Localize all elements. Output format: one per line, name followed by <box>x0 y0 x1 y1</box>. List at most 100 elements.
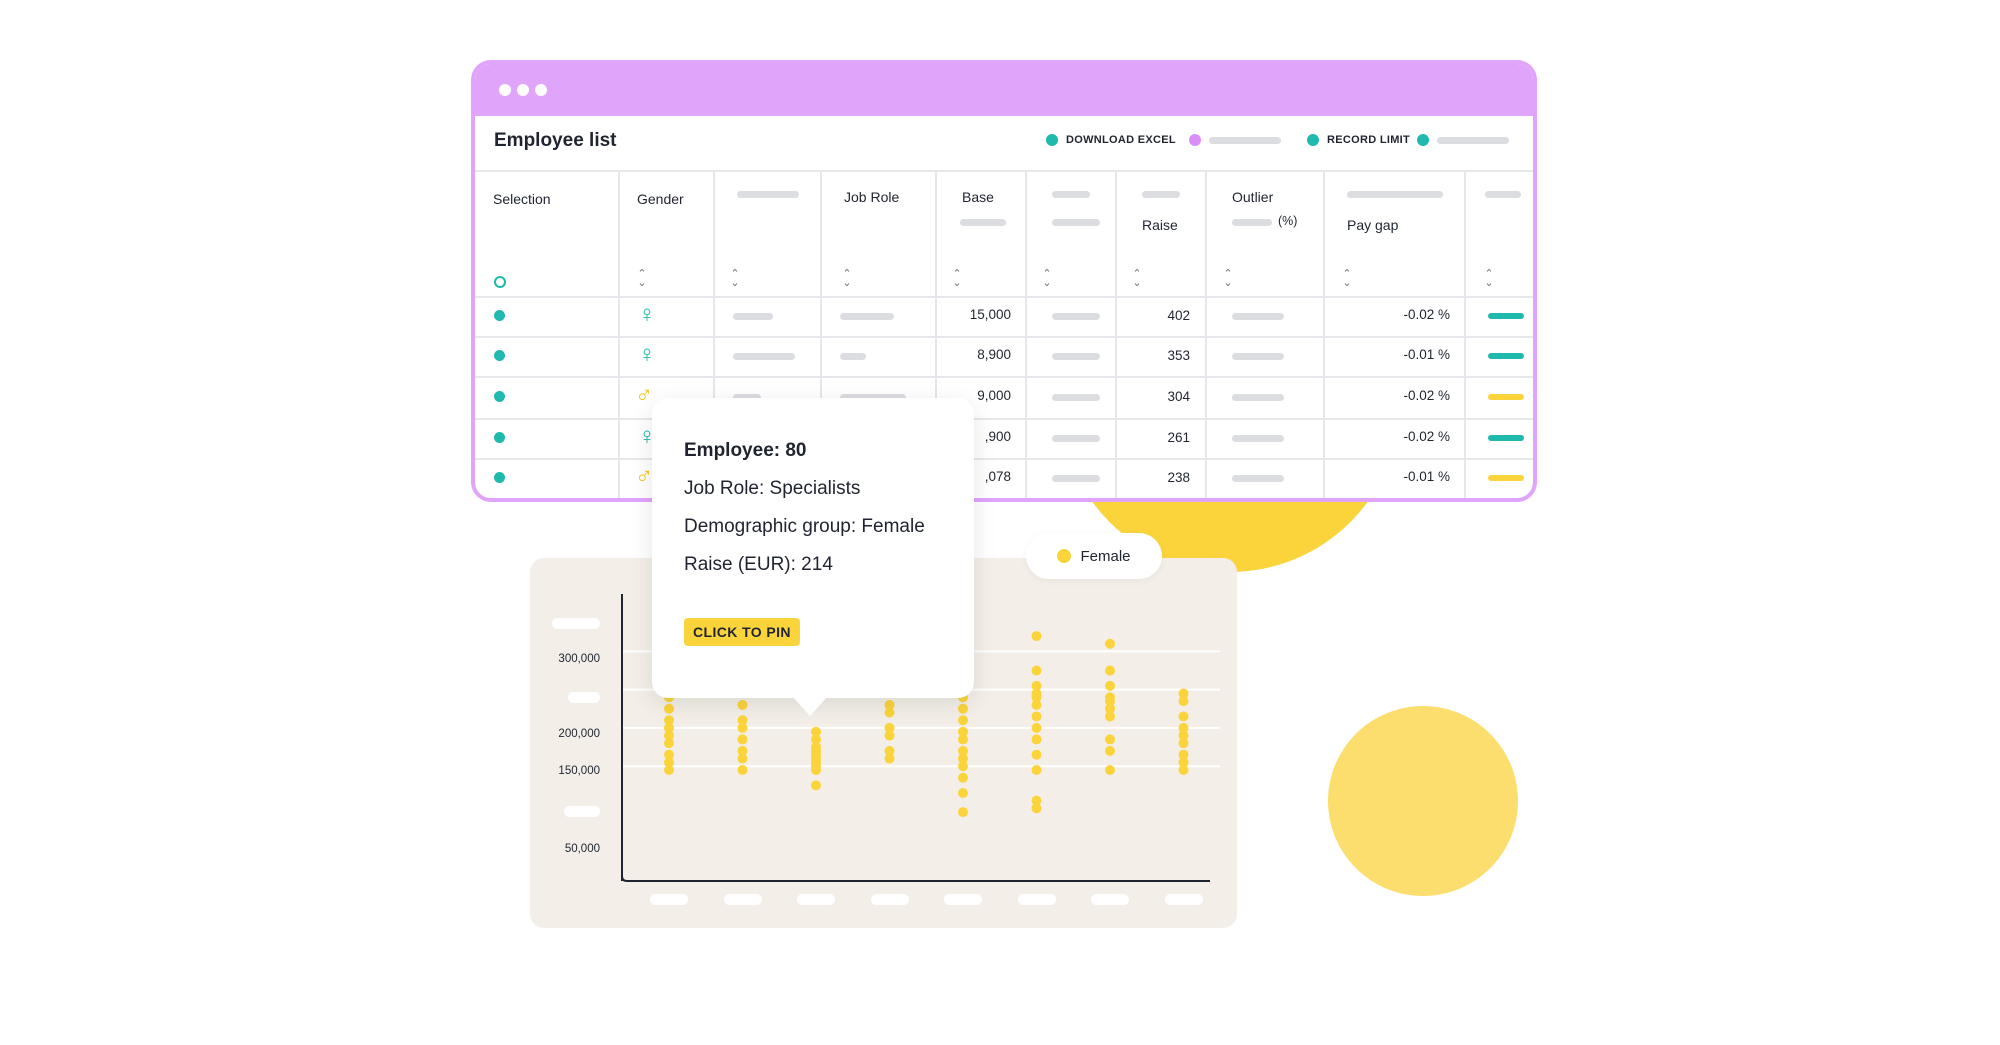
data-point[interactable] <box>1178 711 1189 722</box>
data-point[interactable] <box>1031 765 1042 776</box>
data-point[interactable] <box>664 722 674 733</box>
cell-raise: 304 <box>1167 389 1190 404</box>
data-point[interactable] <box>664 703 674 714</box>
data-point[interactable] <box>958 734 968 745</box>
row-select-radio[interactable] <box>494 472 505 483</box>
data-point[interactable] <box>664 738 674 749</box>
sort-icon[interactable]: ⌃ ⌄ <box>1042 268 1052 289</box>
data-point[interactable] <box>737 699 748 710</box>
sort-icon[interactable]: ⌃ ⌄ <box>842 268 852 289</box>
data-point[interactable] <box>1105 703 1115 714</box>
column-header-gender[interactable]: Gender <box>637 191 684 207</box>
window-dot[interactable] <box>535 84 547 96</box>
row-select-radio[interactable] <box>494 391 505 402</box>
column-header-raise[interactable]: Raise <box>1142 217 1178 233</box>
data-point[interactable] <box>811 742 821 753</box>
data-point[interactable] <box>958 753 968 764</box>
data-point[interactable] <box>1105 745 1115 756</box>
cell-base: 8,900 <box>977 347 1011 362</box>
placeholder-action[interactable] <box>1189 134 1281 146</box>
data-point[interactable] <box>958 703 968 714</box>
data-point[interactable] <box>958 787 968 798</box>
chart-legend[interactable]: Female <box>1026 533 1162 579</box>
data-point[interactable] <box>884 745 895 756</box>
data-point[interactable] <box>1031 749 1042 760</box>
data-point[interactable] <box>664 730 674 741</box>
sort-icon[interactable]: ⌃ ⌄ <box>637 268 647 289</box>
data-point[interactable] <box>1105 680 1115 691</box>
column-header-pay-gap[interactable]: Pay gap <box>1347 217 1399 233</box>
row-select-radio[interactable] <box>494 350 505 361</box>
data-point[interactable] <box>737 734 748 745</box>
sort-icon[interactable]: ⌃ ⌄ <box>1342 268 1352 289</box>
data-point[interactable] <box>958 715 968 726</box>
data-point[interactable] <box>1178 730 1189 741</box>
data-point[interactable] <box>1178 722 1189 733</box>
data-point[interactable] <box>737 765 748 776</box>
data-point[interactable] <box>1031 722 1042 733</box>
data-point[interactable] <box>884 753 895 764</box>
data-point[interactable] <box>958 726 968 737</box>
data-point[interactable] <box>1105 638 1115 649</box>
data-point[interactable] <box>958 761 968 772</box>
data-point[interactable] <box>1031 665 1042 676</box>
data-point[interactable] <box>1178 749 1189 760</box>
data-point[interactable] <box>884 730 895 741</box>
data-point[interactable] <box>1031 803 1042 814</box>
data-point[interactable] <box>1178 765 1189 776</box>
data-point[interactable] <box>1105 665 1115 676</box>
column-header-outlier[interactable]: Outlier <box>1232 189 1274 205</box>
row-select-radio[interactable] <box>494 432 505 443</box>
data-point[interactable] <box>811 734 821 745</box>
data-point[interactable] <box>1031 711 1042 722</box>
sort-icon[interactable]: ⌃ ⌄ <box>1132 268 1142 289</box>
data-point[interactable] <box>1178 757 1189 768</box>
data-point[interactable] <box>884 722 895 733</box>
select-all-radio[interactable] <box>494 276 506 288</box>
placeholder-action[interactable] <box>1417 134 1509 146</box>
data-point[interactable] <box>811 780 821 791</box>
column-header-base[interactable]: Base <box>962 189 994 205</box>
data-point[interactable] <box>664 749 674 760</box>
data-point[interactable] <box>1105 734 1115 745</box>
data-point[interactable] <box>1105 711 1115 722</box>
data-point[interactable] <box>958 807 968 818</box>
sort-icon[interactable]: ⌃ ⌄ <box>952 268 962 289</box>
data-point[interactable] <box>884 707 895 718</box>
column-header-job-role[interactable]: Job Role <box>844 189 900 205</box>
data-point[interactable] <box>811 726 821 737</box>
data-point[interactable] <box>884 699 895 710</box>
data-point[interactable] <box>1031 680 1042 691</box>
download-excel-button[interactable]: DOWNLOAD EXCEL <box>1046 134 1176 146</box>
header-placeholder <box>1232 219 1272 226</box>
data-point[interactable] <box>664 757 674 768</box>
row-select-radio[interactable] <box>494 310 505 321</box>
pay-gap-indicator <box>1488 475 1524 481</box>
data-point[interactable] <box>737 753 748 764</box>
data-point[interactable] <box>1178 696 1189 707</box>
data-point[interactable] <box>1178 688 1189 699</box>
data-point[interactable] <box>1105 765 1115 776</box>
column-header-selection[interactable]: Selection <box>493 191 551 207</box>
data-point[interactable] <box>1031 688 1042 699</box>
data-point[interactable] <box>1105 692 1115 703</box>
window-dot[interactable] <box>499 84 511 96</box>
data-point[interactable] <box>958 772 968 783</box>
record-limit-button[interactable]: RECORD LIMIT <box>1307 134 1410 146</box>
data-point[interactable] <box>1031 699 1042 710</box>
data-point[interactable] <box>1031 631 1042 642</box>
data-point[interactable] <box>958 745 968 756</box>
data-point[interactable] <box>1031 795 1042 806</box>
data-point[interactable] <box>1031 734 1042 745</box>
sort-icon[interactable]: ⌃ ⌄ <box>1484 268 1494 289</box>
data-point[interactable] <box>737 715 748 726</box>
data-point[interactable] <box>737 722 748 733</box>
data-point[interactable] <box>664 765 674 776</box>
click-to-pin-button[interactable]: CLICK TO PIN <box>684 618 800 646</box>
window-dot[interactable] <box>517 84 529 96</box>
sort-icon[interactable]: ⌃ ⌄ <box>730 268 740 289</box>
data-point[interactable] <box>737 745 748 756</box>
data-point[interactable] <box>1178 738 1189 749</box>
data-point[interactable] <box>664 715 674 726</box>
sort-icon[interactable]: ⌃ ⌄ <box>1223 268 1233 289</box>
